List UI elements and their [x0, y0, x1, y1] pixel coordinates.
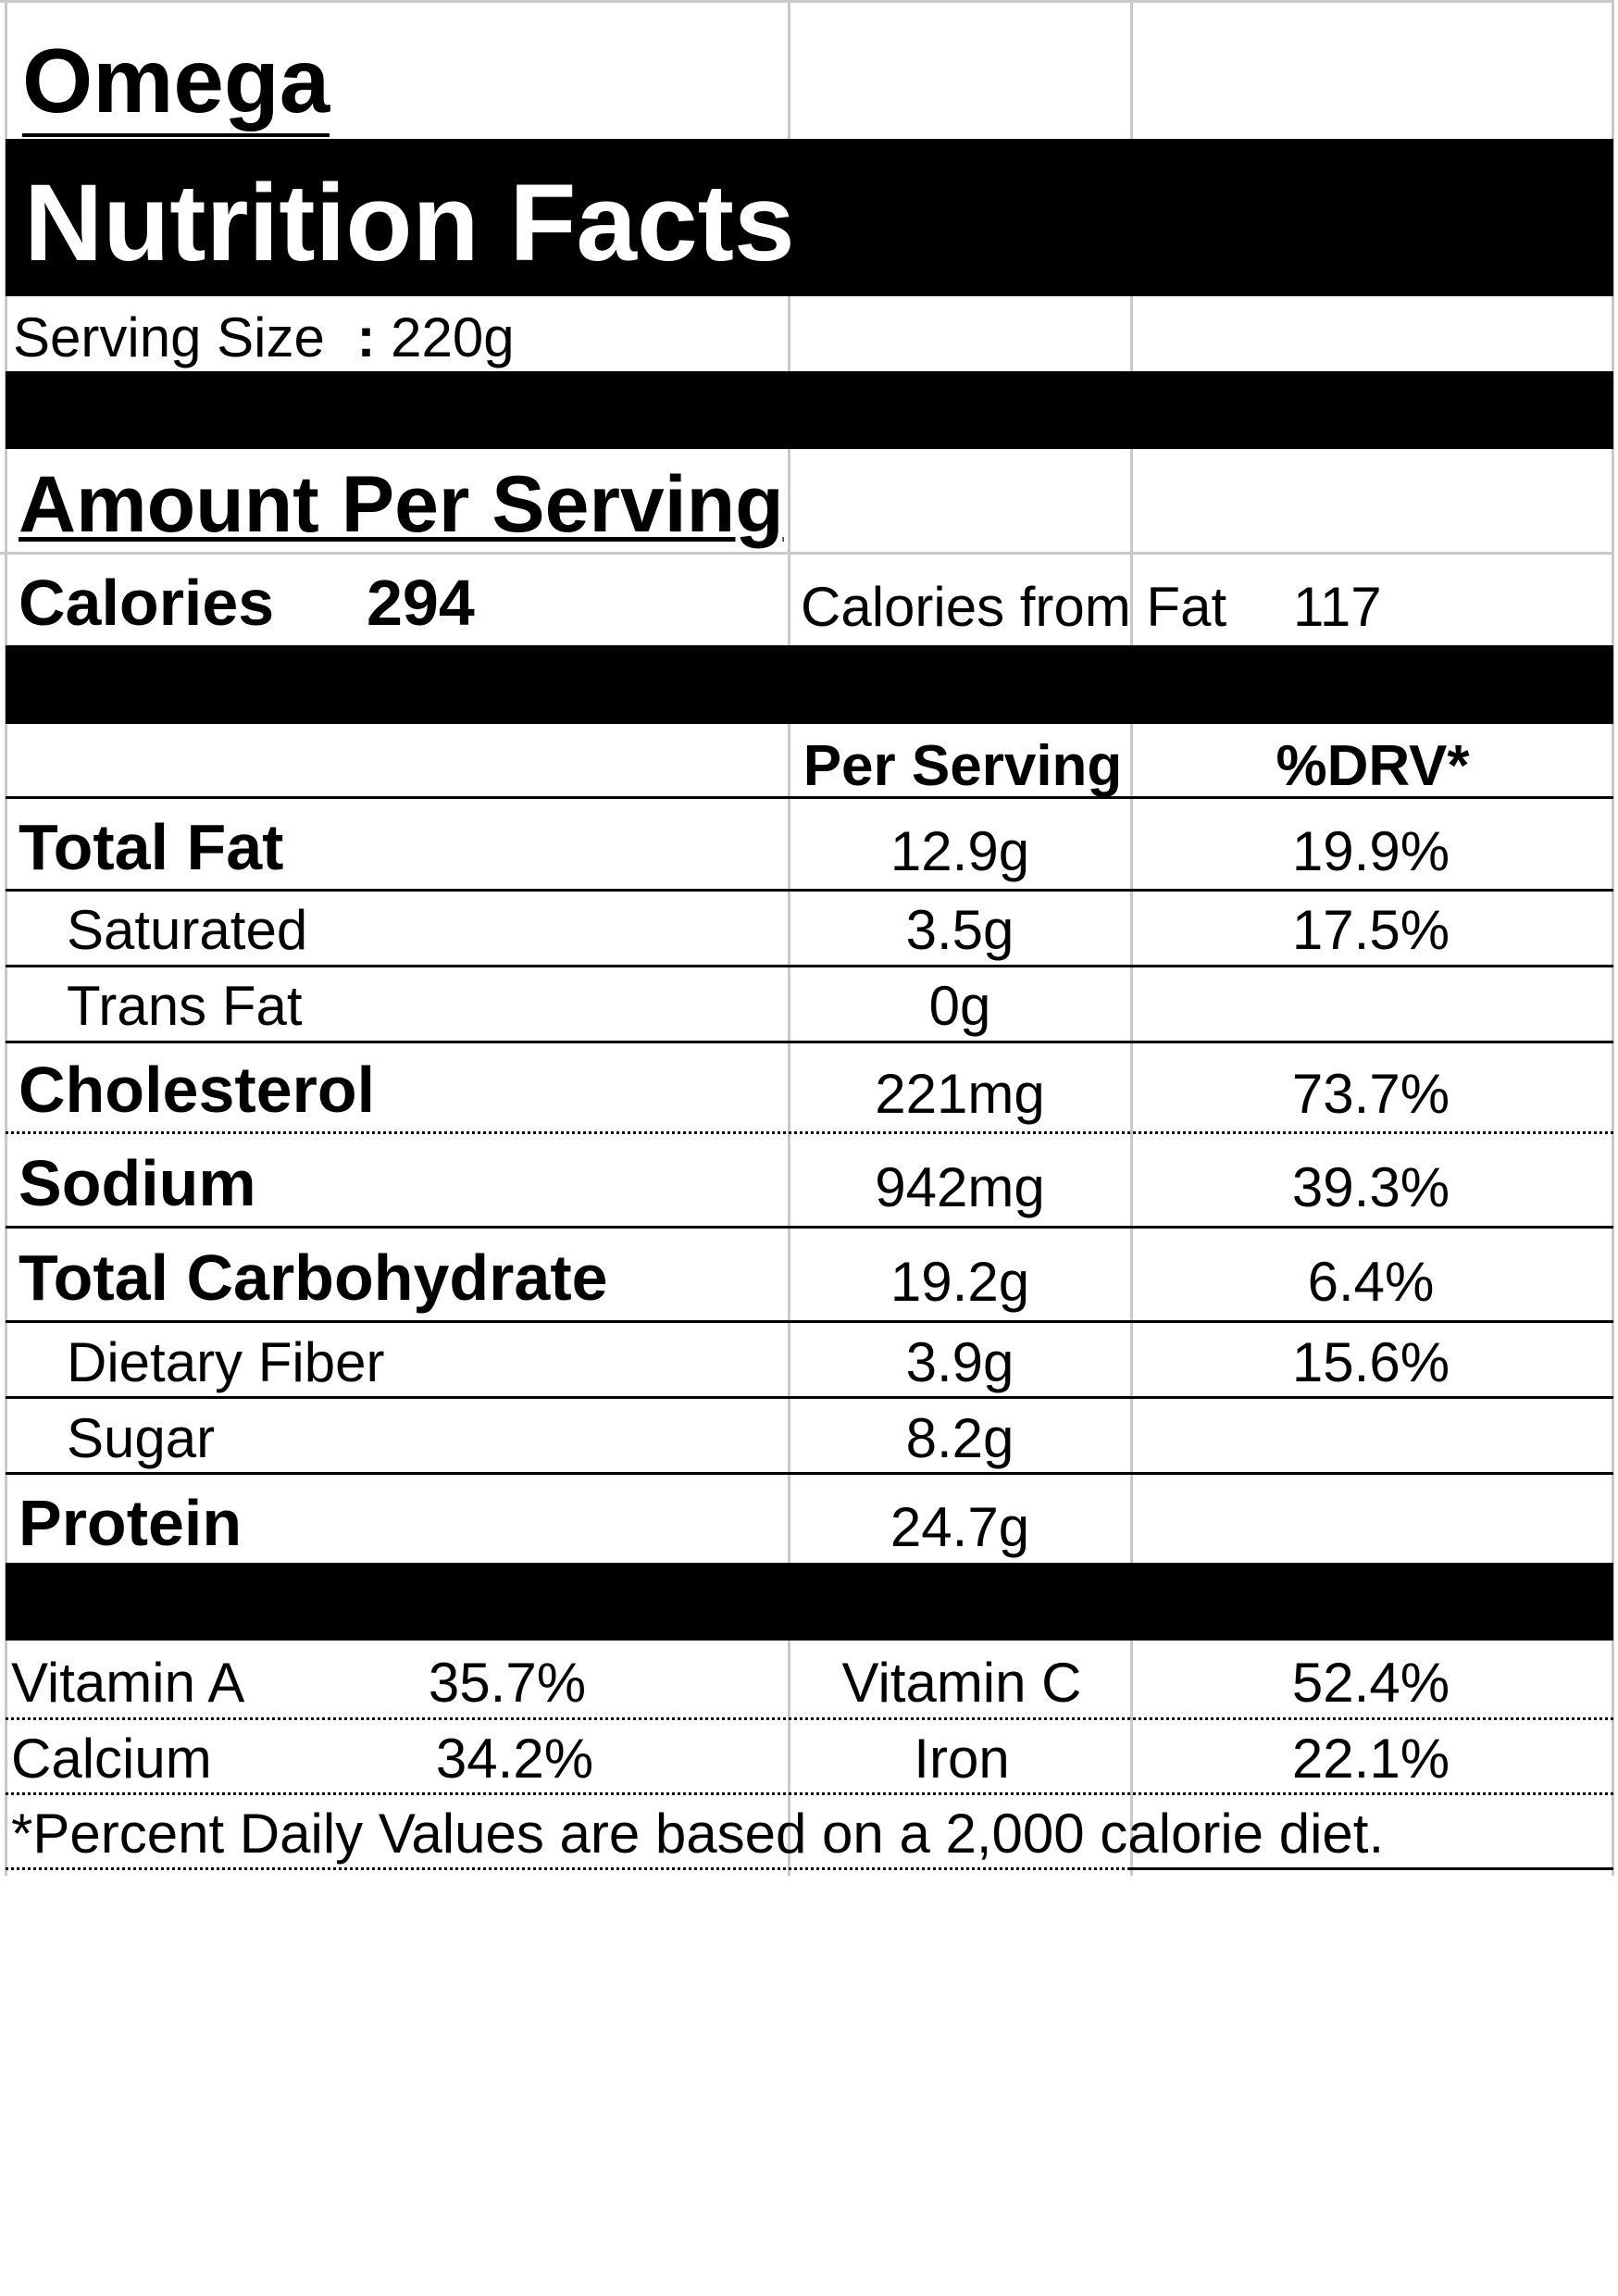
nutrient-amount: 3.5g — [905, 899, 1014, 961]
nutrient-label: Sodium — [19, 1147, 256, 1219]
row-divider — [6, 1472, 1613, 1475]
vitamin-label: Calcium — [11, 1728, 212, 1790]
grid-column-line — [1130, 0, 1133, 1876]
nutrient-label: Total Fat — [19, 811, 284, 883]
row-divider-dotted — [6, 1867, 1130, 1870]
nutrient-label: Total Carbohydrate — [19, 1242, 608, 1314]
nutrient-drv: 73.7% — [1291, 1063, 1450, 1125]
amount-per-serving-heading: Amount Per Serving — [19, 460, 784, 549]
calories-label: Calories — [19, 567, 275, 639]
nutrient-label: Dietary Fiber — [67, 1331, 385, 1393]
nutrient-label: Saturated — [67, 899, 308, 961]
calories-from-fat-label: Calories from Fat — [801, 576, 1227, 638]
nutrient-amount: 8.2g — [905, 1407, 1014, 1469]
vitamin-value: 35.7% — [428, 1652, 587, 1714]
vitamin-label: Iron — [914, 1728, 1010, 1790]
nutrient-drv: 15.6% — [1291, 1331, 1450, 1393]
separator-bar — [6, 1563, 1613, 1641]
row-divider — [6, 1320, 1613, 1323]
grid-column-line — [1612, 0, 1614, 1876]
column-header-drv: %DRV* — [1276, 734, 1470, 798]
row-divider-dotted — [6, 1717, 1613, 1720]
row-divider-dotted — [6, 1131, 1613, 1134]
serving-size: Serving Size : 220g — [13, 310, 515, 366]
label-title: Nutrition Facts — [24, 162, 795, 284]
brand-name: Omega — [22, 30, 330, 137]
nutrient-label: Sugar — [67, 1407, 216, 1469]
grid-column-line — [5, 0, 7, 1876]
nutrient-label: Protein — [19, 1487, 243, 1559]
row-divider — [6, 1226, 1613, 1229]
nutrient-drv: 19.9% — [1291, 820, 1450, 882]
separator-bar — [6, 371, 1613, 449]
title-bar — [6, 139, 1613, 296]
row-divider — [6, 796, 1613, 799]
nutrient-amount: 3.9g — [905, 1331, 1014, 1393]
nutrient-label: Trans Fat — [67, 975, 303, 1037]
row-divider — [1130, 1867, 1613, 1870]
vitamin-label: Vitamin A — [11, 1652, 245, 1714]
vitamin-label: Vitamin C — [841, 1652, 1082, 1714]
grid-top-line — [0, 0, 1614, 3]
vitamin-value: 34.2% — [435, 1728, 594, 1790]
vitamin-value: 22.1% — [1291, 1728, 1450, 1790]
nutrient-amount: 221mg — [875, 1063, 1045, 1125]
nutrient-amount: 24.7g — [890, 1496, 1030, 1558]
footnote: *Percent Daily Values are based on a 2,0… — [11, 1803, 1385, 1865]
separator-bar — [6, 645, 1613, 724]
grid-row-line — [0, 552, 1614, 555]
serving-size-label: Serving Size — [13, 306, 325, 368]
vitamin-value: 52.4% — [1291, 1652, 1450, 1714]
nutrient-drv: 39.3% — [1291, 1156, 1450, 1218]
row-divider — [6, 889, 1613, 892]
row-divider — [6, 965, 1613, 967]
nutrient-amount: 12.9g — [890, 820, 1030, 882]
serving-size-separator: : — [356, 306, 376, 368]
column-header-per-serving: Per Serving — [803, 734, 1123, 798]
grid-column-line — [788, 0, 790, 1876]
nutrient-amount: 0g — [928, 975, 991, 1037]
nutrient-drv: 6.4% — [1307, 1251, 1435, 1313]
calories-value: 294 — [367, 567, 475, 639]
nutrient-label: Cholesterol — [19, 1054, 376, 1126]
serving-size-value: 220g — [391, 306, 515, 368]
row-divider — [6, 1041, 1613, 1043]
brand-name-text: Omega — [22, 30, 330, 137]
nutrient-amount: 19.2g — [890, 1251, 1030, 1313]
nutrient-amount: 942mg — [875, 1156, 1045, 1218]
calories-from-fat-value: 117 — [1293, 576, 1382, 638]
nutrient-drv: 17.5% — [1291, 899, 1450, 961]
row-divider-dotted — [6, 1792, 1613, 1795]
row-divider — [6, 1396, 1613, 1399]
